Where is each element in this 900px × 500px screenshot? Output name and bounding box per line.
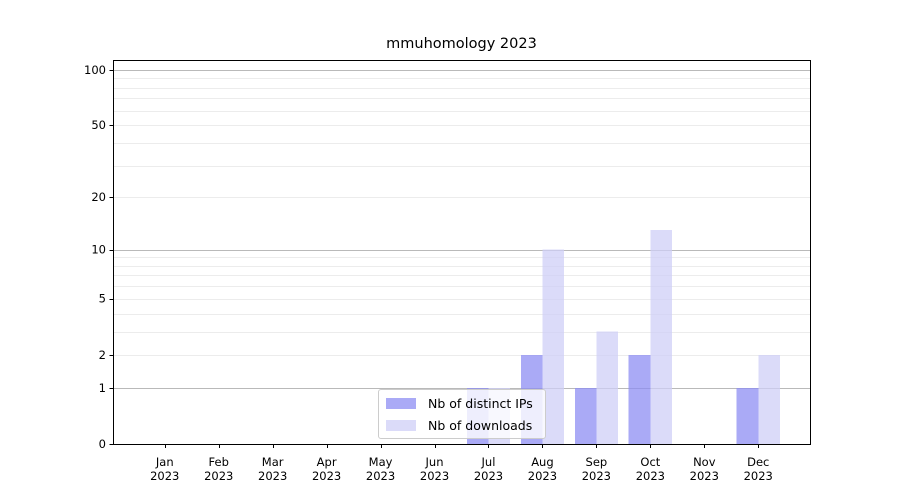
x-tick-label-month: Aug <box>531 455 553 469</box>
legend-swatch-distinct-ips-icon <box>386 397 416 409</box>
x-tick-label-month: Feb <box>209 455 229 469</box>
bar-downloads-7 <box>542 249 565 444</box>
x-tick-label-year: 2023 <box>366 469 395 483</box>
y-tick-label: 10 <box>91 243 106 257</box>
bar-distinct-ips-11 <box>736 387 759 444</box>
x-tick-label-month: Dec <box>747 455 769 469</box>
y-tick-label: 1 <box>99 381 106 395</box>
x-tick-label-month: Mar <box>262 455 284 469</box>
legend-item-distinct-ips: Nb of distinct IPs <box>386 396 545 411</box>
y-tick-label: 50 <box>91 118 106 132</box>
x-tick-label-month: Jan <box>155 455 174 469</box>
x-tick-label-month: Oct <box>640 455 660 469</box>
x-tick-label-year: 2023 <box>150 469 179 483</box>
chart-title: mmuhomology 2023 <box>386 36 537 52</box>
x-tick-label-year: 2023 <box>636 469 665 483</box>
plot-frame <box>113 60 811 445</box>
bar-downloads-11 <box>758 354 780 444</box>
x-tick-label-year: 2023 <box>582 469 611 483</box>
legend: Nb of distinct IPs Nb of downloads <box>378 389 546 439</box>
x-tick-label-year: 2023 <box>204 469 233 483</box>
x-tick-label-year: 2023 <box>312 469 341 483</box>
bar-distinct-ips-9 <box>628 354 651 444</box>
x-tick-label-year: 2023 <box>744 469 773 483</box>
x-tick-label-month: Sep <box>586 455 608 469</box>
x-tick-label-month: Apr <box>317 455 337 469</box>
y-tick-label: 5 <box>99 292 106 306</box>
x-tick-label-year: 2023 <box>528 469 557 483</box>
legend-label-distinct-ips: Nb of distinct IPs <box>428 395 533 411</box>
x-tick-label-year: 2023 <box>690 469 719 483</box>
x-tick-label-month: Jun <box>425 455 444 469</box>
legend-label-downloads: Nb of downloads <box>428 417 533 433</box>
legend-item-downloads: Nb of downloads <box>386 418 545 433</box>
x-tick-label-year: 2023 <box>420 469 449 483</box>
legend-swatch-downloads-icon <box>386 419 416 431</box>
x-tick-label-year: 2023 <box>258 469 287 483</box>
bar-downloads-9 <box>650 230 672 444</box>
x-tick-label-month: May <box>369 455 393 469</box>
y-tick-label: 100 <box>84 63 106 77</box>
bar-downloads-8 <box>596 331 618 444</box>
bar-distinct-ips-8 <box>574 387 597 444</box>
y-tick-label: 2 <box>99 348 106 362</box>
y-tick-label: 0 <box>99 437 106 451</box>
x-tick-label-year: 2023 <box>474 469 503 483</box>
x-tick-label-month: Nov <box>693 455 716 469</box>
x-tick-label-month: Jul <box>481 455 496 469</box>
y-tick-label: 20 <box>91 190 106 204</box>
